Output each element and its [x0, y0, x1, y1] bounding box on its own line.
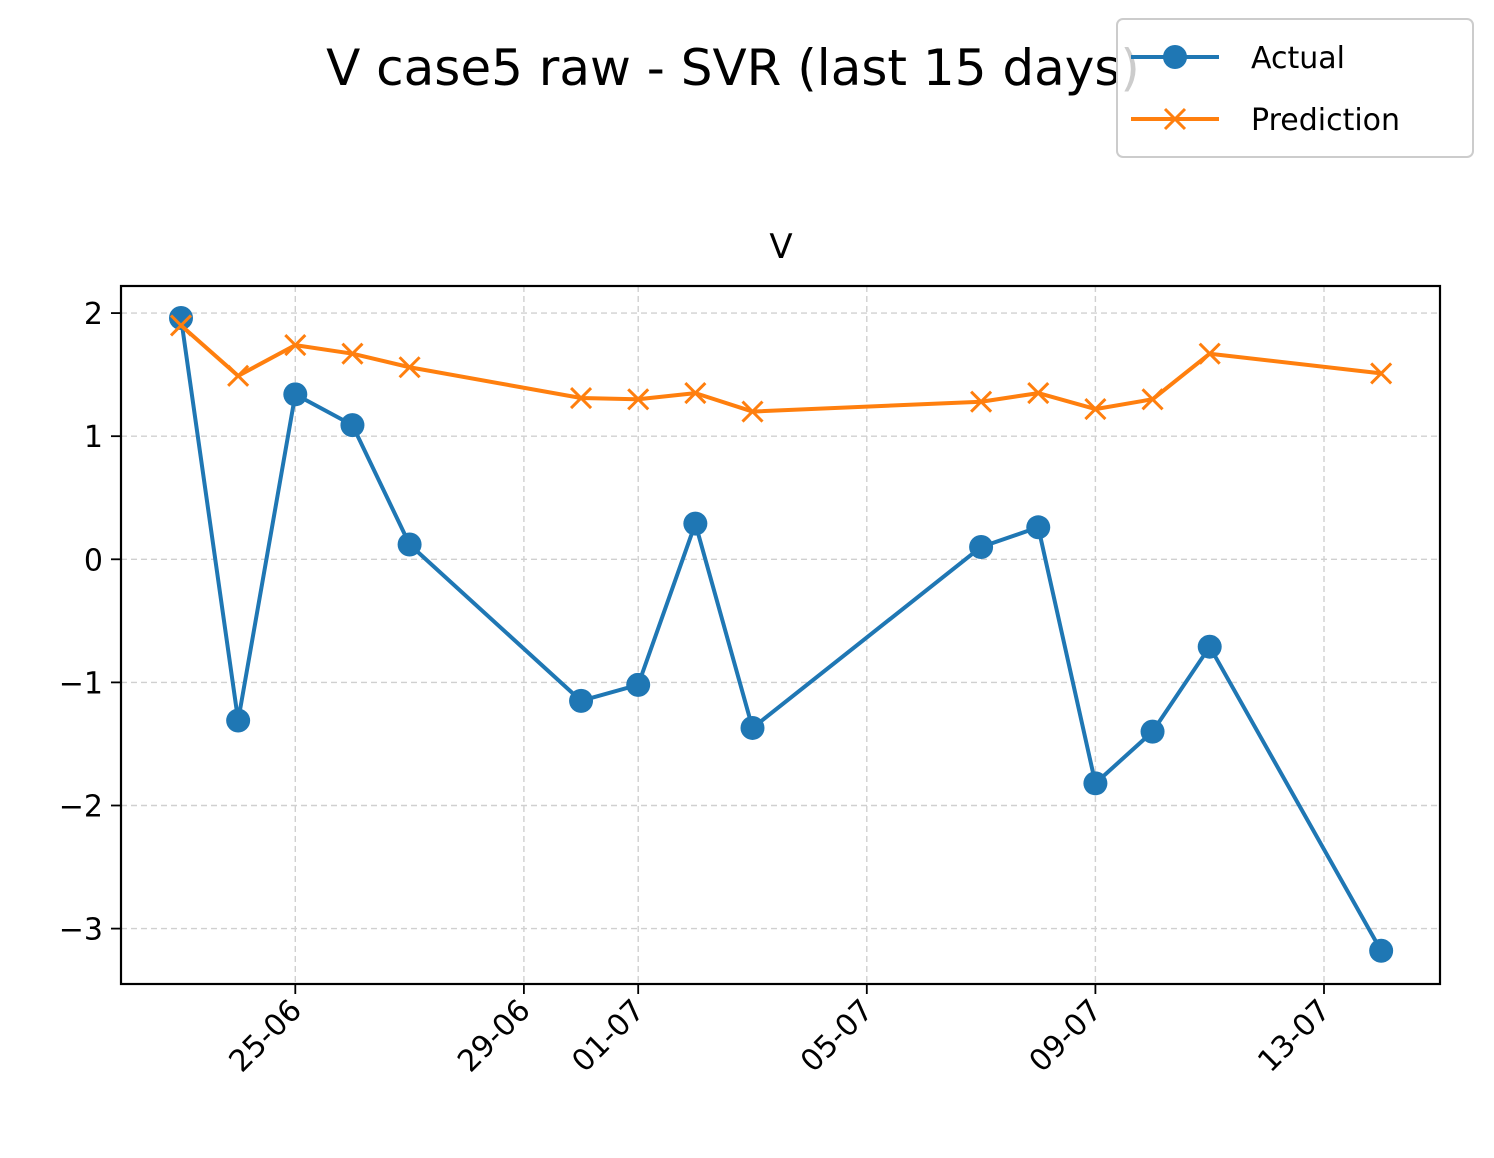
- data-point-prediction: [1198, 342, 1221, 365]
- legend-item-prediction: Prediction: [1131, 103, 1400, 138]
- x-axis: 25-06 29-06 01-07 05-07 09-07 13-07: [223, 984, 1338, 1079]
- data-point-actual: [683, 511, 708, 536]
- data-point-prediction: [227, 364, 250, 387]
- y-tick-label: 1: [84, 420, 103, 455]
- data-point-actual: [1026, 515, 1051, 540]
- x-tick-label: 25-06: [223, 993, 309, 1079]
- data-point-actual: [340, 413, 365, 438]
- legend-marker-circle: [1163, 45, 1187, 69]
- y-tick-label: −1: [59, 666, 103, 701]
- legend-label: Prediction: [1251, 103, 1400, 138]
- axes-title: V: [769, 227, 792, 267]
- data-point-prediction: [398, 356, 421, 379]
- data-point-actual: [1083, 771, 1108, 796]
- data-point-actual: [1140, 719, 1165, 744]
- series-line-actual: [179, 317, 1383, 952]
- data-point-prediction: [1027, 382, 1050, 405]
- data-point-actual: [283, 382, 308, 407]
- x-tick-label: 05-07: [794, 993, 880, 1079]
- data-point-actual: [740, 715, 765, 740]
- legend: Actual Prediction: [1116, 18, 1474, 158]
- data-point-prediction: [741, 400, 764, 423]
- data-point-prediction: [627, 388, 650, 411]
- y-tick-label: −3: [59, 913, 103, 948]
- data-point-actual: [169, 306, 193, 331]
- x-tick-label: 29-06: [451, 993, 537, 1079]
- x-tick-label: 01-07: [565, 993, 651, 1079]
- plot-frame: [119, 284, 1442, 986]
- grid: [121, 286, 1440, 984]
- legend-label: Actual: [1251, 41, 1345, 76]
- data-point-prediction: [970, 390, 993, 413]
- data-point-prediction: [684, 382, 707, 405]
- data-point-prediction: [169, 314, 193, 337]
- legend-box: [1116, 18, 1474, 158]
- series-actual: [169, 306, 1394, 963]
- data-point-actual: [1369, 938, 1394, 963]
- series-prediction: [169, 314, 1393, 423]
- data-point-actual: [626, 672, 651, 697]
- data-point-actual: [397, 532, 422, 557]
- y-tick-label: 0: [84, 543, 103, 578]
- data-point-actual: [226, 708, 251, 733]
- data-point-prediction: [1084, 398, 1107, 421]
- data-point-prediction: [1370, 362, 1393, 385]
- y-tick-label: −2: [59, 789, 103, 824]
- series-line-prediction: [179, 323, 1382, 414]
- x-tick-label: 13-07: [1251, 993, 1337, 1079]
- x-tick-label: 09-07: [1023, 993, 1109, 1079]
- data-point-actual: [969, 534, 994, 559]
- legend-marker-x: [1163, 107, 1187, 131]
- data-point-prediction: [569, 386, 593, 410]
- figure-title: V case5 raw - SVR (last 15 days): [326, 39, 1140, 97]
- data-point-prediction: [1141, 388, 1164, 411]
- data-point-actual: [569, 688, 594, 713]
- series-layer: [169, 306, 1394, 963]
- data-point-actual: [1197, 634, 1222, 659]
- y-axis: 2 1 0 −1 −2 −3: [59, 297, 121, 948]
- data-point-prediction: [284, 334, 307, 357]
- data-point-prediction: [341, 342, 364, 365]
- y-tick-label: 2: [84, 297, 103, 332]
- legend-item-actual: Actual: [1131, 41, 1345, 76]
